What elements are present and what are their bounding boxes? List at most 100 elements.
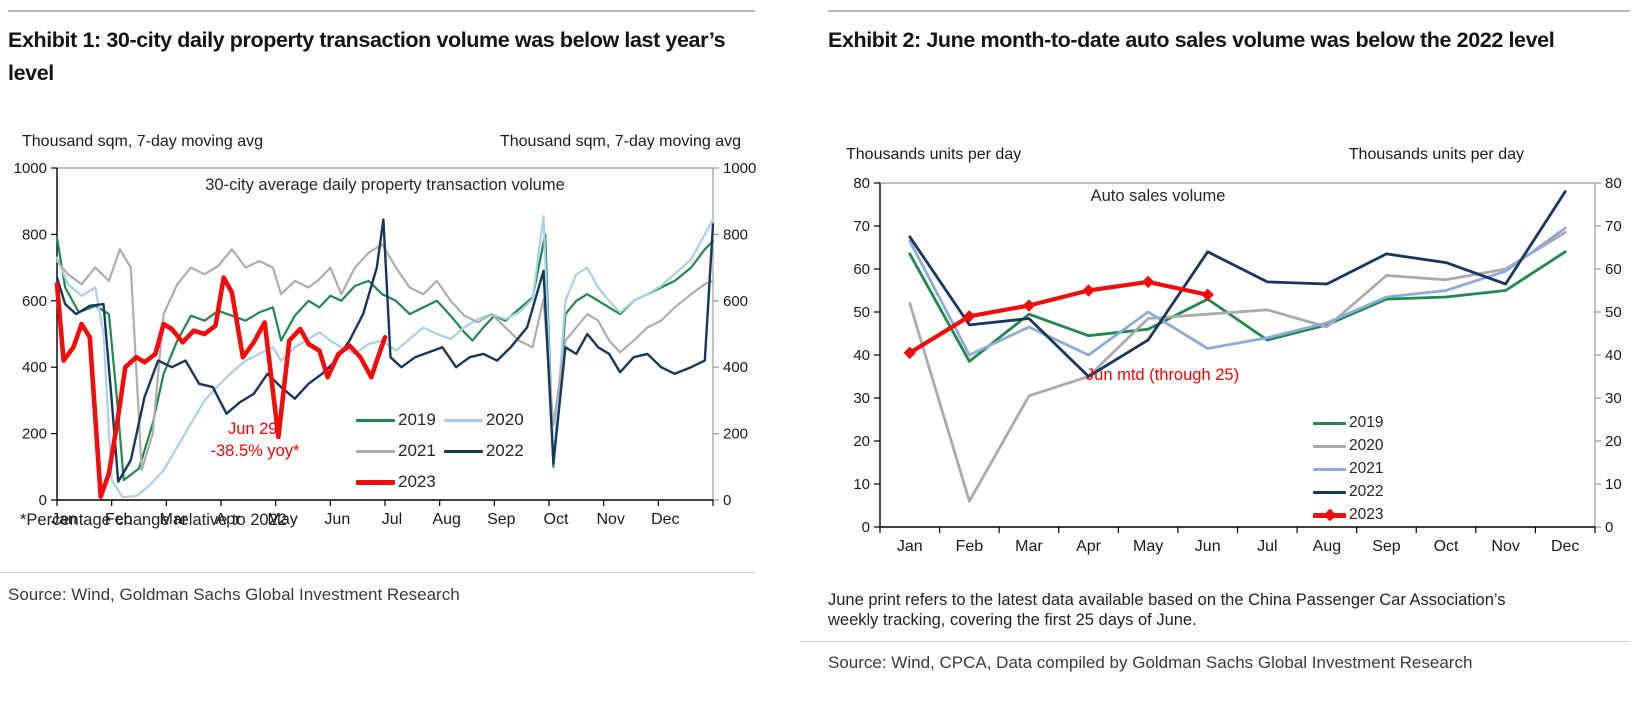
svg-text:Aug: Aug bbox=[1313, 538, 1341, 555]
svg-text:0: 0 bbox=[39, 492, 47, 509]
svg-text:0: 0 bbox=[862, 519, 870, 536]
svg-text:Oct: Oct bbox=[544, 511, 569, 528]
svg-text:Dec: Dec bbox=[651, 511, 679, 528]
legend-line-swatch bbox=[443, 418, 483, 422]
exhibit2-inner-title: Auto sales volume bbox=[1090, 187, 1226, 205]
exhibit1-inner-title: 30-city average daily property transacti… bbox=[205, 176, 565, 194]
legend-line-swatch bbox=[1313, 490, 1346, 494]
legend-label: 2020 bbox=[1349, 437, 1384, 454]
svg-text:70: 70 bbox=[1605, 218, 1622, 235]
legend-entry-2020: 2020 bbox=[443, 410, 524, 430]
diamond-marker-icon bbox=[1323, 508, 1336, 522]
divider-right bbox=[800, 641, 1630, 642]
exhibit1-annotation: Jun 29: -38.5% yoy* bbox=[150, 418, 360, 462]
svg-text:May: May bbox=[1133, 538, 1163, 555]
svg-text:Nov: Nov bbox=[596, 511, 624, 528]
top-rule-right bbox=[828, 10, 1630, 12]
svg-text:Aug: Aug bbox=[432, 511, 460, 528]
svg-text:600: 600 bbox=[22, 293, 47, 310]
svg-text:40: 40 bbox=[1605, 347, 1622, 364]
exhibit1-legend: 2019 2020 2021 2022 2023 bbox=[356, 410, 524, 492]
svg-text:30: 30 bbox=[853, 390, 870, 407]
svg-text:70: 70 bbox=[853, 218, 870, 235]
svg-text:Mar: Mar bbox=[160, 511, 188, 528]
exhibit2-yaxis-caption-left: Thousands units per day bbox=[846, 146, 1022, 163]
exhibit2-annotation: Jun mtd (through 25) bbox=[1085, 366, 1240, 384]
svg-text:Sep: Sep bbox=[487, 511, 516, 528]
svg-text:Mar: Mar bbox=[1015, 538, 1043, 555]
svg-text:50: 50 bbox=[853, 304, 870, 321]
exhibit2-footnote: June print refers to the latest data ava… bbox=[828, 591, 1506, 629]
svg-text:Apr: Apr bbox=[216, 511, 242, 528]
svg-text:Nov: Nov bbox=[1491, 538, 1519, 555]
legend-label: 2019 bbox=[1349, 414, 1384, 431]
svg-text:Oct: Oct bbox=[1434, 538, 1459, 555]
svg-text:200: 200 bbox=[22, 426, 47, 443]
svg-text:May: May bbox=[268, 511, 298, 528]
svg-text:400: 400 bbox=[22, 359, 47, 376]
legend-label: 2023 bbox=[1349, 506, 1384, 523]
svg-text:Jan: Jan bbox=[51, 511, 77, 528]
svg-text:Feb: Feb bbox=[956, 538, 984, 555]
legend-line-swatch bbox=[356, 449, 395, 453]
legend-label: 2020 bbox=[485, 410, 524, 429]
svg-text:400: 400 bbox=[723, 359, 748, 376]
svg-text:20: 20 bbox=[1605, 433, 1622, 450]
svg-text:Jun: Jun bbox=[324, 511, 350, 528]
legend-entry-2021: 2021 bbox=[356, 441, 436, 461]
svg-text:800: 800 bbox=[723, 226, 748, 243]
legend-line-swatch bbox=[443, 449, 483, 453]
exhibit1-plot: 0 0 200 200 400 400 600 600 800 800 1000 1000 Jan Feb… bbox=[14, 160, 757, 528]
svg-text:Dec: Dec bbox=[1551, 538, 1579, 555]
legend-label: 2022 bbox=[485, 441, 524, 460]
exhibit1-title: Exhibit 1: 30-city daily property transa… bbox=[8, 28, 726, 85]
legend-entry-2020: 2020 bbox=[1313, 437, 1383, 455]
legend-label: 2021 bbox=[1349, 460, 1384, 477]
svg-text:200: 200 bbox=[723, 426, 748, 443]
exhibit2-yaxis-caption-right: Thousands units per day bbox=[1348, 146, 1524, 163]
svg-text:60: 60 bbox=[1605, 261, 1622, 278]
svg-text:0: 0 bbox=[723, 492, 731, 509]
exhibit1-yaxis-caption-right: Thousand sqm, 7-day moving avg bbox=[499, 133, 741, 150]
legend-entry-2023: 2023 bbox=[1313, 506, 1383, 524]
svg-text:40: 40 bbox=[853, 347, 870, 364]
svg-text:50: 50 bbox=[1605, 304, 1622, 321]
legend-line-swatch bbox=[356, 479, 395, 485]
svg-text:Sep: Sep bbox=[1372, 538, 1401, 555]
legend-label: 2021 bbox=[398, 441, 436, 460]
svg-text:Jul: Jul bbox=[382, 511, 402, 528]
svg-text:10: 10 bbox=[853, 476, 870, 493]
legend-line-swatch bbox=[1313, 467, 1346, 471]
legend-entry-2022: 2022 bbox=[443, 441, 524, 461]
exhibit1-yaxis-caption-left: Thousand sqm, 7-day moving avg bbox=[22, 133, 264, 150]
divider-left bbox=[0, 572, 755, 573]
exhibit2-legend: 2019 2020 2021 2022 2023 bbox=[1313, 414, 1383, 524]
legend-entry-2019: 2019 bbox=[1313, 414, 1383, 432]
legend-label: 2022 bbox=[1349, 483, 1384, 500]
svg-text:80: 80 bbox=[853, 175, 870, 192]
svg-text:Feb: Feb bbox=[105, 511, 133, 528]
svg-text:20: 20 bbox=[853, 433, 870, 450]
legend-line-swatch bbox=[356, 418, 395, 422]
exhibit1-annotation-line2: -38.5% yoy* bbox=[210, 442, 300, 460]
svg-text:1000: 1000 bbox=[14, 160, 47, 177]
svg-text:600: 600 bbox=[723, 293, 748, 310]
svg-text:30: 30 bbox=[1605, 390, 1622, 407]
svg-text:Apr: Apr bbox=[1076, 538, 1102, 555]
svg-text:Jan: Jan bbox=[897, 538, 923, 555]
exhibit2-source: Source: Wind, CPCA, Data compiled by Gol… bbox=[828, 653, 1473, 672]
svg-text:0: 0 bbox=[1605, 519, 1613, 536]
legend-entry-2022: 2022 bbox=[1313, 483, 1383, 501]
legend-entry-2023: 2023 bbox=[356, 472, 436, 492]
svg-text:1000: 1000 bbox=[723, 160, 756, 177]
legend-line-swatch bbox=[1313, 444, 1346, 448]
legend-label: 2023 bbox=[398, 472, 436, 491]
svg-text:10: 10 bbox=[1605, 476, 1622, 493]
svg-text:Jun: Jun bbox=[1195, 538, 1221, 555]
exhibit2-title: Exhibit 2: June month-to-date auto sales… bbox=[828, 28, 1555, 52]
legend-label: 2019 bbox=[398, 410, 436, 429]
exhibit1-source: Source: Wind, Goldman Sachs Global Inves… bbox=[8, 585, 460, 604]
legend-line-swatch bbox=[1313, 421, 1346, 425]
svg-text:Jul: Jul bbox=[1257, 538, 1277, 555]
